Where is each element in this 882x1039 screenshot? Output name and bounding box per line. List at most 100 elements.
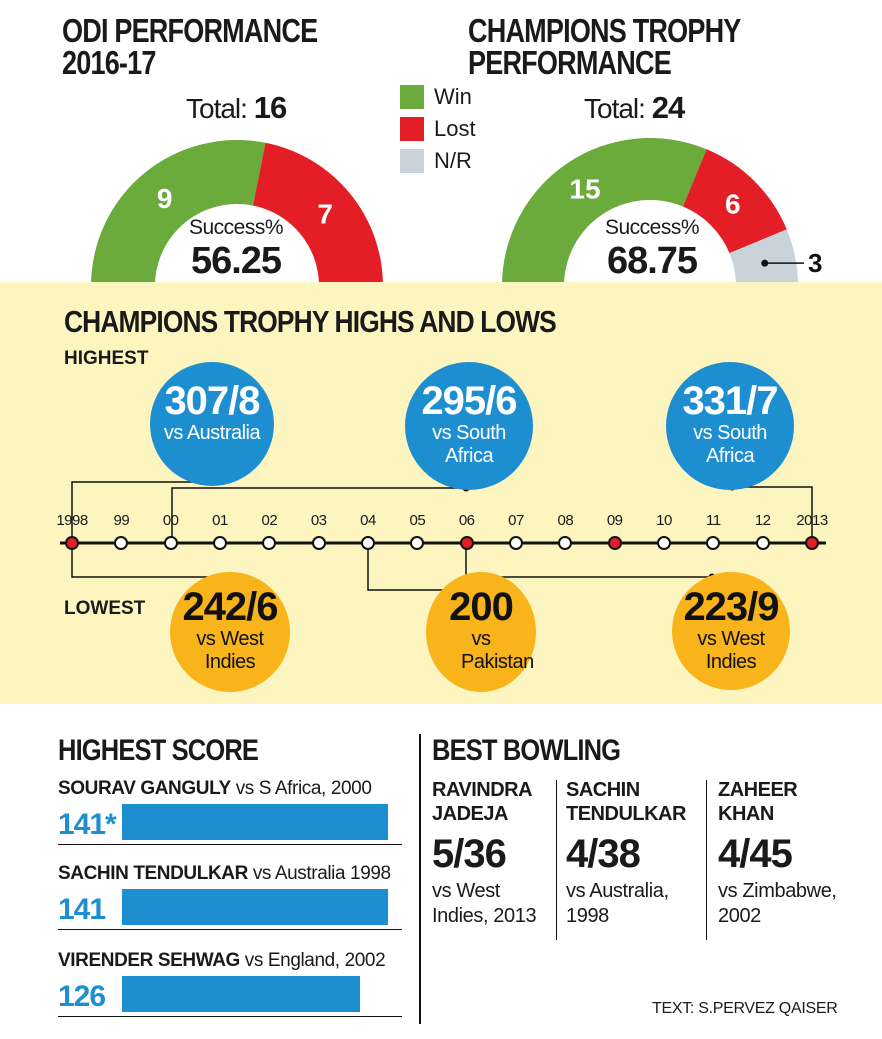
odi-total-label: Total: — [186, 93, 248, 124]
odi-value-lost: 7 — [317, 199, 333, 230]
row-divider — [58, 929, 402, 930]
ct-value-win: 15 — [569, 174, 600, 205]
bowler-2: SACHIN TENDULKAR 4/38 vs Australia, 1998 — [566, 778, 686, 929]
lowest-opp-2: vs Pakistan — [461, 628, 534, 673]
odi-success-value: 56.25 — [190, 240, 282, 282]
row-divider — [58, 844, 402, 845]
odi-value-win: 9 — [157, 183, 173, 214]
legend-swatch-win — [400, 85, 424, 109]
highs-lows-title: CHAMPIONS TROPHY HIGHS AND LOWS — [64, 304, 557, 339]
player-name: VIRENDER SEHWAG — [58, 950, 240, 971]
highest-score-1: 307/8 — [164, 379, 260, 423]
highest-score-title: HIGHEST SCORE — [58, 734, 259, 767]
highest-opp-3: vs South Africa — [693, 422, 767, 467]
legend-swatch-nr — [400, 149, 424, 173]
bowler-2-name2: TENDULKAR — [566, 803, 686, 825]
best-bowling-title: BEST BOWLING — [432, 734, 621, 767]
donut-charts: 9 7 15 6 3 — [91, 138, 822, 282]
bowler-1: RAVINDRA JADEJA 5/36 vs West Indies, 201… — [432, 778, 537, 929]
legend: Win Lost N/R — [400, 84, 476, 174]
bowler-3-vs2: 2002 — [718, 905, 761, 927]
odi-total-value: 16 — [253, 90, 287, 125]
lowest-score-2: 200 — [449, 585, 514, 629]
highest-score-player-1: SOURAV GANGULY vs S Africa, 2000 — [58, 778, 372, 800]
lowest-score-1: 242/6 — [182, 585, 278, 629]
ct-total-value: 24 — [651, 90, 685, 125]
bowler-3-figure: 4/45 — [718, 832, 793, 876]
ct-slice-lost — [682, 149, 787, 254]
lowest-label: LOWEST — [64, 598, 146, 619]
bowler-2-vs1: vs Australia, — [566, 880, 669, 902]
connector-low-1998 — [71, 544, 232, 578]
bowler-1-name2: JADEJA — [432, 803, 508, 825]
ct-slice-win — [502, 138, 707, 282]
highest-score-3: 331/7 — [682, 379, 778, 423]
highest-score-bar-3 — [122, 976, 360, 1012]
lowest-opp-3: vs West Indies — [697, 628, 765, 673]
highest-score-value-3: 126 — [58, 980, 106, 1013]
legend-label-nr: N/R — [434, 148, 472, 173]
lowest-circle-3: 223/9 vs West Indies — [672, 572, 790, 690]
lowest-circle-2: 200 vs Pakistan — [426, 572, 536, 692]
highest-score-value-2: 141 — [58, 893, 106, 926]
highest-score-bar-2 — [122, 889, 388, 925]
connector-high-1998 — [71, 481, 208, 542]
row-divider — [58, 1016, 402, 1017]
bowler-2-figure: 4/38 — [566, 832, 641, 876]
lowest-opp-1: vs West Indies — [196, 628, 264, 673]
highest-opp-2: vs South Africa — [432, 422, 506, 467]
player-name: SOURAV GANGULY — [58, 778, 231, 799]
legend-item-nr: N/R — [400, 148, 476, 174]
bowler-3-name2: KHAN — [718, 803, 774, 825]
bowler-1-vs1: vs West — [432, 880, 500, 902]
bowler-divider-2 — [706, 780, 707, 940]
player-detail: vs Australia 1998 — [247, 863, 391, 884]
odi-slice-win — [91, 140, 266, 282]
highest-score-player-2: SACHIN TENDULKAR vs Australia 1998 — [58, 863, 391, 885]
highest-circle-2: 295/6 vs South Africa — [405, 362, 533, 490]
bowler-2-name1: SACHIN — [566, 779, 640, 801]
bowler-3: ZAHEER KHAN 4/45 vs Zimbabwe, 2002 — [718, 778, 837, 929]
ct-success-value: 68.75 — [606, 240, 698, 282]
legend-item-win: Win — [400, 84, 476, 110]
highest-circle-3: 331/7 vs South Africa — [666, 362, 794, 490]
highest-score-2: 295/6 — [421, 379, 517, 423]
legend-item-lost: Lost — [400, 116, 476, 142]
odi-title-line1: ODI PERFORMANCE — [62, 12, 318, 49]
ct-total-label: Total: — [584, 93, 646, 124]
ct-total: Total: 24 — [584, 90, 685, 126]
lowest-circle-1: 242/6 vs West Indies — [170, 572, 290, 692]
legend-swatch-lost — [400, 117, 424, 141]
connector-high-2013 — [732, 486, 813, 542]
legend-label-win: Win — [434, 84, 472, 109]
section-divider — [419, 734, 421, 1024]
highest-score-bar-1 — [122, 804, 388, 840]
player-detail: vs S Africa, 2000 — [230, 778, 372, 799]
ct-title-line2: PERFORMANCE — [468, 44, 672, 81]
odi-total: Total: 16 — [186, 90, 287, 126]
bowler-3-name1: ZAHEER — [718, 779, 798, 801]
bowler-2-vs2: 1998 — [566, 905, 609, 927]
highest-score-player-3: VIRENDER SEHWAG vs England, 2002 — [58, 950, 386, 972]
bowler-1-name1: RAVINDRA — [432, 779, 533, 801]
highest-opp-1: vs Australia — [163, 422, 261, 444]
connector-low-2009 — [465, 544, 712, 578]
legend-label-lost: Lost — [434, 116, 476, 141]
ct-success-label: Success% — [604, 216, 700, 239]
credit: TEXT: S.PERVEZ QAISER — [652, 1000, 838, 1017]
bowler-3-vs1: vs Zimbabwe, — [718, 880, 837, 902]
highest-circle-1: 307/8 vs Australia — [150, 362, 274, 486]
highest-score-value-1: 141* — [58, 808, 117, 841]
ct-value-nr: 3 — [808, 248, 822, 278]
lowest-score-3: 223/9 — [683, 585, 779, 629]
bowler-divider-1 — [556, 780, 557, 940]
odi-title-line2: 2016-17 — [62, 44, 156, 81]
odi-success-label: Success% — [188, 216, 284, 239]
connector-low-2004 — [367, 544, 466, 591]
player-name: SACHIN TENDULKAR — [58, 863, 248, 884]
player-detail: vs England, 2002 — [239, 950, 386, 971]
connector-high-2006 — [171, 487, 466, 542]
ct-slice-nr — [729, 229, 798, 282]
ct-value-lost: 6 — [725, 188, 741, 219]
bowler-1-figure: 5/36 — [432, 832, 507, 876]
